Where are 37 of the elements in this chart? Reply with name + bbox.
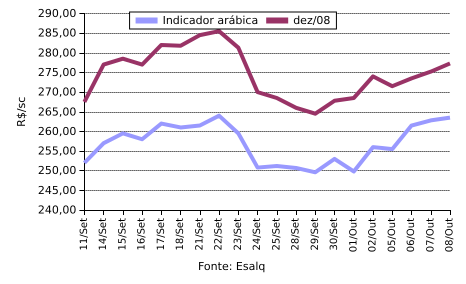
- y-tick-label: 275,00: [38, 66, 76, 79]
- y-tick-label: 250,00: [38, 164, 76, 178]
- x-tick-label: 30/Set: [329, 218, 340, 251]
- y-axis-title: R$/sc: [15, 96, 28, 127]
- y-tick-label: 290,00: [38, 7, 76, 20]
- y-tick-label: 240,00: [38, 204, 76, 216]
- legend-label: dez/08: [293, 14, 330, 27]
- x-tick-label: 11/Set: [78, 218, 90, 251]
- x-tick-label: 25/Set: [271, 218, 282, 251]
- y-tick-label: 245,00: [38, 184, 76, 197]
- x-tick-label: 16/Set: [136, 218, 148, 251]
- x-tick-label: 21/Set: [194, 218, 206, 251]
- x-tick-label: 18/Set: [175, 218, 186, 251]
- x-tick-label: 07/Out: [425, 218, 436, 252]
- x-tick-label: 22/Set: [214, 218, 225, 251]
- source-note: Fonte: Esalq: [198, 260, 266, 273]
- y-tick-label: 280,00: [38, 46, 76, 60]
- x-tick-label: 02/Out: [368, 218, 379, 252]
- x-tick-label: 15/Set: [117, 218, 128, 251]
- x-tick-label: 28/Set: [290, 218, 302, 251]
- line-series: [82, 29, 452, 116]
- x-tick-label: 01/Out: [348, 218, 360, 252]
- y-tick-label: 270,00: [38, 86, 76, 99]
- line-series: [82, 114, 452, 174]
- y-tick-label: 265,00: [38, 105, 76, 118]
- x-tick-label: 17/Set: [156, 218, 167, 251]
- x-tick-label: 29/Set: [310, 218, 321, 251]
- legend-label: Indicador arábica: [162, 14, 258, 27]
- x-tick-label: 14/Set: [98, 218, 110, 251]
- y-tick-label: 255,00: [38, 144, 76, 158]
- y-tick-label: 260,00: [38, 124, 76, 138]
- x-tick-label: 23/Set: [232, 218, 244, 251]
- x-tick-label: 24/Set: [252, 218, 264, 251]
- y-tick-label: 285,00: [38, 26, 76, 40]
- x-tick-label: 05/Out: [386, 218, 398, 252]
- x-tick-label: 06/Out: [406, 218, 418, 252]
- x-tick-label: 08/Out: [444, 218, 456, 252]
